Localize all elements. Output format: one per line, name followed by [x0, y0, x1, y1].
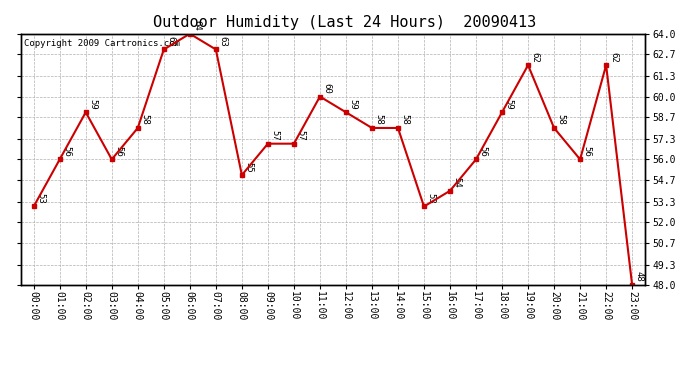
Text: 48: 48 [635, 272, 644, 282]
Text: 58: 58 [141, 114, 150, 125]
Text: 62: 62 [609, 52, 618, 62]
Text: 57: 57 [297, 130, 306, 141]
Text: 58: 58 [375, 114, 384, 125]
Text: 60: 60 [323, 83, 332, 94]
Text: 63: 63 [219, 36, 228, 46]
Text: Outdoor Humidity (Last 24 Hours)  20090413: Outdoor Humidity (Last 24 Hours) 2009041… [153, 15, 537, 30]
Text: 64: 64 [193, 20, 201, 31]
Text: 58: 58 [557, 114, 566, 125]
Text: 56: 56 [479, 146, 488, 157]
Text: 54: 54 [453, 177, 462, 188]
Text: 58: 58 [401, 114, 410, 125]
Text: 62: 62 [531, 52, 540, 62]
Text: 55: 55 [245, 162, 254, 172]
Text: 59: 59 [505, 99, 514, 109]
Text: 53: 53 [37, 193, 46, 204]
Text: 53: 53 [427, 193, 436, 204]
Text: Copyright 2009 Cartronics.com: Copyright 2009 Cartronics.com [24, 39, 179, 48]
Text: 57: 57 [270, 130, 279, 141]
Text: 56: 56 [115, 146, 124, 157]
Text: 56: 56 [583, 146, 592, 157]
Text: 59: 59 [88, 99, 97, 109]
Text: 63: 63 [166, 36, 175, 46]
Text: 56: 56 [63, 146, 72, 157]
Text: 59: 59 [348, 99, 357, 109]
